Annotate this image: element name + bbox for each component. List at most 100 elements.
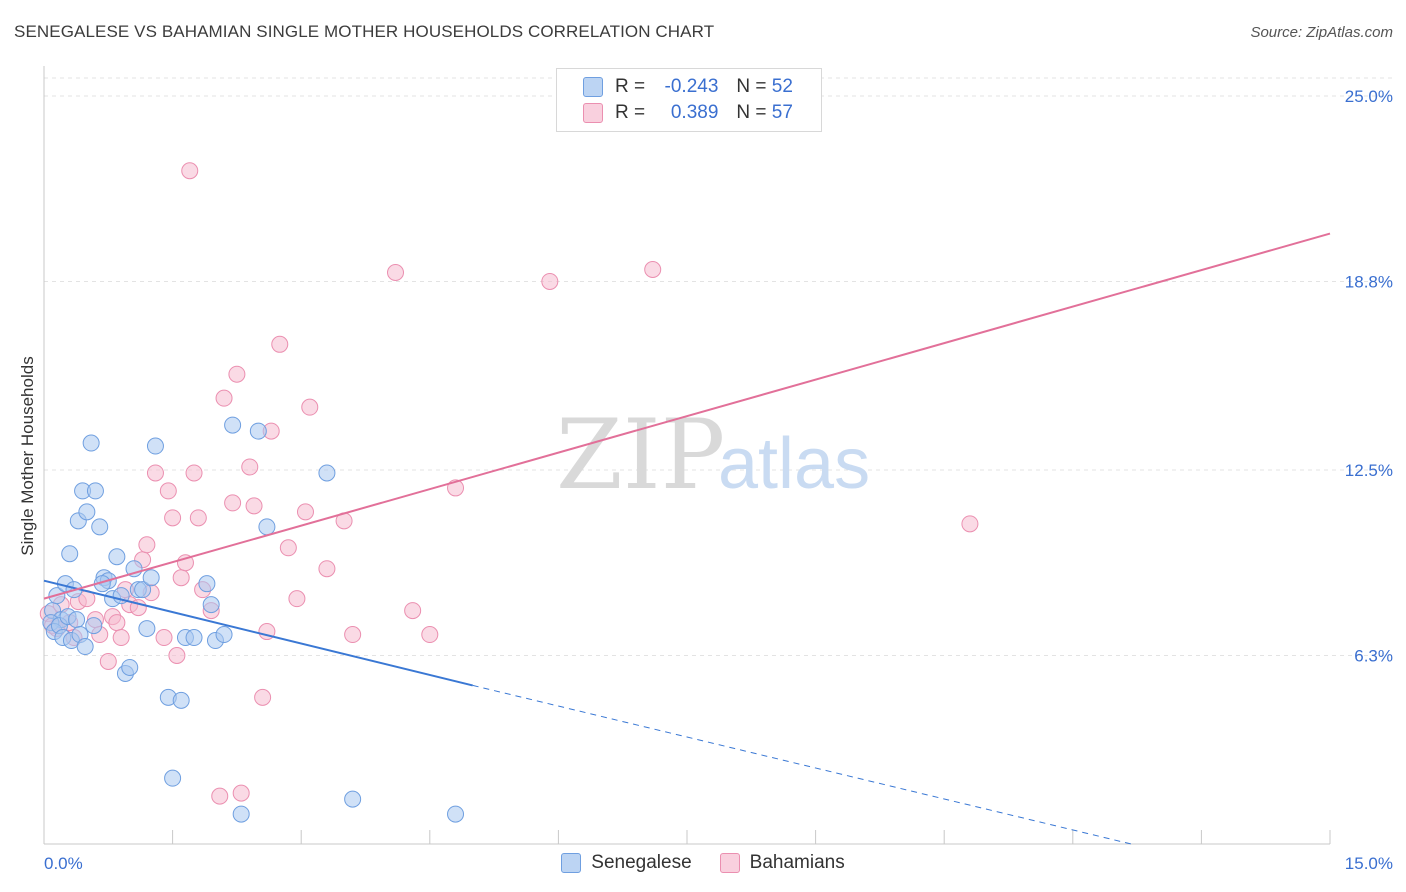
senegalese-point bbox=[138, 620, 156, 638]
senegalese-point bbox=[76, 638, 94, 656]
legend-swatch-pink bbox=[719, 853, 740, 873]
senegalese-point bbox=[344, 790, 362, 808]
bahamians-trend-line bbox=[43, 232, 1331, 600]
bahamians-point bbox=[232, 784, 250, 802]
bahamians-point bbox=[211, 787, 229, 805]
senegalese-point bbox=[258, 518, 276, 536]
bahamians-point bbox=[159, 482, 177, 500]
legend-swatch-pink bbox=[583, 103, 603, 123]
n-label: N = bbox=[736, 102, 767, 123]
r-label: R = bbox=[615, 76, 646, 97]
tick-labels: 6.3% 12.5% 18.8% 25.0% 0.0% 15.0% bbox=[44, 87, 1393, 873]
senegalese-point bbox=[202, 596, 220, 614]
bahamians-point bbox=[168, 646, 186, 664]
legend-swatch-blue bbox=[561, 853, 582, 873]
y-tick-label: 18.8% bbox=[1345, 272, 1393, 291]
senegalese-point bbox=[249, 422, 267, 440]
bahamians-point bbox=[421, 626, 439, 644]
legend-row-bahamians: R = 0.389 N = 57 bbox=[583, 100, 793, 126]
legend-swatch-blue bbox=[583, 77, 603, 97]
senegalese-point bbox=[215, 626, 233, 644]
legend-label-senegalese: Senegalese bbox=[591, 852, 692, 873]
axes bbox=[43, 66, 1331, 845]
senegalese-point bbox=[121, 658, 139, 676]
y-tick-label: 6.3% bbox=[1354, 646, 1393, 665]
senegalese-point bbox=[185, 629, 203, 647]
bahamians-point bbox=[387, 263, 405, 281]
bahamians-point bbox=[344, 626, 362, 644]
source-credit: Source: ZipAtlas.com bbox=[1250, 24, 1393, 41]
x-tick-label-max: 15.0% bbox=[1345, 854, 1393, 873]
senegalese-point bbox=[61, 545, 79, 563]
senegalese-trend-line bbox=[43, 579, 473, 687]
bahamians-point bbox=[288, 590, 306, 608]
legend-row-senegalese: R = -0.243 N = 52 bbox=[583, 74, 793, 100]
r-value-senegalese: -0.243 bbox=[664, 76, 719, 97]
bahamians-point bbox=[112, 629, 130, 647]
r-value-bahamians: 0.389 bbox=[670, 102, 719, 123]
trend-lines bbox=[43, 232, 1331, 845]
bahamians-point bbox=[254, 688, 272, 706]
senegalese-point bbox=[232, 805, 250, 823]
senegalese-point bbox=[198, 575, 216, 593]
y-tick-label: 25.0% bbox=[1345, 87, 1393, 106]
senegalese-trend-extension bbox=[472, 684, 1132, 845]
watermark: ZIP atlas bbox=[556, 399, 870, 511]
bahamians-point bbox=[301, 398, 319, 416]
bahamians-point bbox=[644, 261, 662, 278]
senegalese-point bbox=[108, 548, 126, 566]
bahamians-point bbox=[228, 365, 246, 383]
senegalese-point bbox=[164, 769, 182, 787]
senegalese-point bbox=[68, 611, 86, 629]
gridlines bbox=[44, 77, 1392, 656]
watermark-atlas: atlas bbox=[718, 424, 870, 504]
bahamians-point bbox=[318, 560, 336, 578]
bahamians-point bbox=[404, 602, 422, 620]
bahamians-point bbox=[245, 497, 263, 515]
bahamians-point bbox=[164, 509, 182, 527]
bahamians-point bbox=[296, 503, 314, 521]
bahamians-point bbox=[99, 652, 117, 670]
senegalese-point bbox=[82, 434, 100, 452]
bahamians-point bbox=[185, 464, 203, 482]
watermark-zip: ZIP bbox=[556, 399, 725, 511]
bahamians-point bbox=[541, 272, 559, 290]
chart-title: SENEGALESE VS BAHAMIAN SINGLE MOTHER HOU… bbox=[14, 22, 715, 41]
bahamians-point bbox=[215, 389, 233, 407]
series-legend: Senegalese Bahamians bbox=[0, 852, 1406, 874]
senegalese-point bbox=[78, 503, 96, 521]
bahamians-point bbox=[241, 458, 259, 476]
y-tick-label: 12.5% bbox=[1345, 461, 1393, 480]
bahamians-point bbox=[224, 494, 242, 512]
senegalese-point bbox=[447, 805, 465, 823]
bahamians-point bbox=[961, 515, 979, 533]
n-value-senegalese: 52 bbox=[771, 76, 793, 97]
senegalese-point bbox=[146, 437, 164, 455]
bahamians-point bbox=[271, 335, 289, 353]
senegalese-point bbox=[172, 691, 190, 709]
legend-item-bahamians: Bahamians bbox=[719, 852, 845, 874]
n-value-bahamians: 57 bbox=[771, 102, 793, 123]
senegalese-point bbox=[134, 581, 152, 599]
bahamians-point bbox=[279, 539, 297, 557]
correlation-legend: R = -0.243 N = 52 R = 0.389 N = 57 bbox=[556, 68, 822, 132]
bahamians-point bbox=[108, 614, 126, 632]
legend-label-bahamians: Bahamians bbox=[749, 852, 845, 873]
x-tick-label-min: 0.0% bbox=[44, 854, 83, 873]
senegalese-point bbox=[91, 518, 109, 536]
n-label: N = bbox=[736, 76, 767, 97]
senegalese-point bbox=[86, 482, 104, 500]
r-label: R = bbox=[615, 102, 646, 123]
senegalese-point bbox=[224, 416, 242, 434]
senegalese-points bbox=[42, 416, 465, 823]
legend-item-senegalese: Senegalese bbox=[561, 852, 692, 874]
senegalese-point bbox=[318, 464, 336, 482]
bahamians-point bbox=[146, 464, 164, 482]
bahamians-point bbox=[181, 162, 199, 180]
senegalese-point bbox=[142, 569, 160, 587]
bahamians-point bbox=[138, 536, 156, 554]
senegalese-point bbox=[85, 617, 103, 635]
bahamians-point bbox=[155, 629, 173, 647]
bahamians-point bbox=[172, 569, 190, 587]
